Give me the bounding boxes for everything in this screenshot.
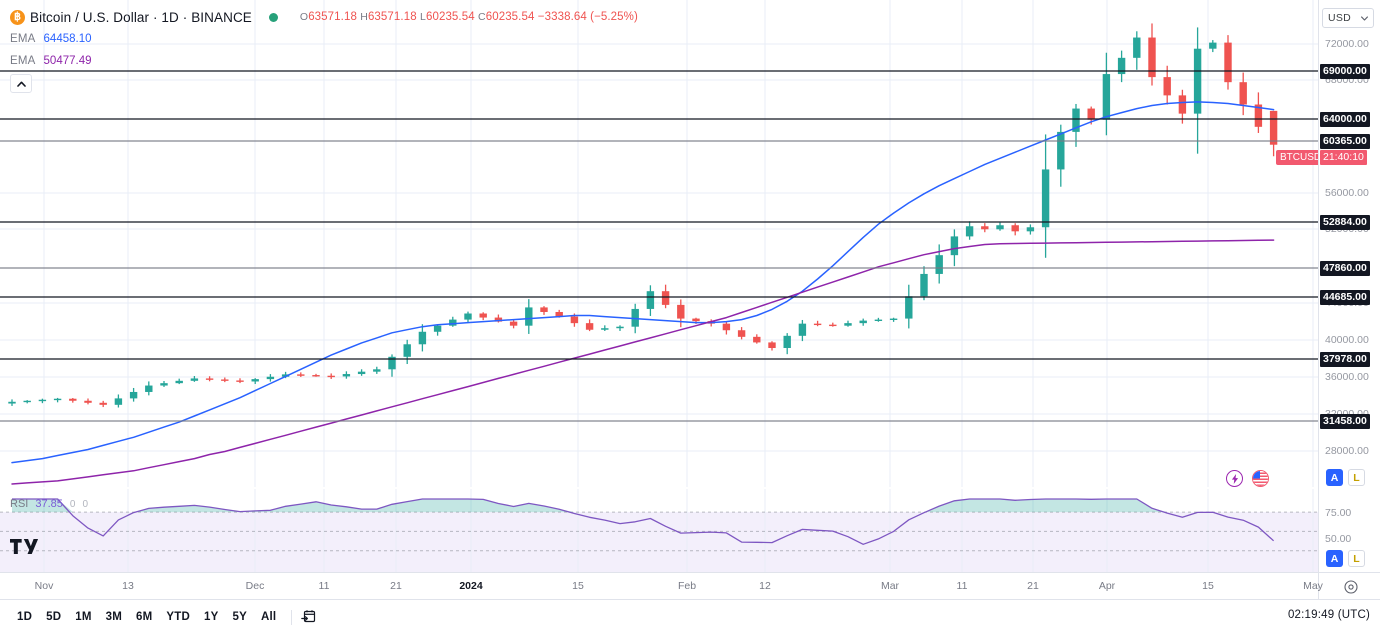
time-axis-tick: 21	[390, 580, 402, 592]
price-axis[interactable]: 72000.0068000.0064000.0056000.0052000.00…	[1318, 0, 1380, 572]
tradingview-logo	[10, 538, 40, 560]
time-axis-tick: 11	[318, 580, 330, 592]
timeframe-3m[interactable]: 3M	[105, 611, 122, 623]
time-axis-tick: 21	[1027, 580, 1039, 592]
time-axis-divider	[1318, 573, 1319, 601]
rsi-legend: RSI 37.85 0 0	[10, 498, 88, 510]
time-axis-tick: Mar	[880, 580, 900, 592]
last-price-countdown: 21:40:10	[1320, 150, 1367, 165]
price-level-label[interactable]: 69000.00	[1320, 64, 1370, 79]
rsi-auto-scale-button[interactable]: A	[1326, 550, 1343, 567]
rsi-axis-tick: 50.00	[1325, 533, 1352, 545]
reset-chart-icon	[1344, 580, 1358, 594]
chevron-down-icon	[1361, 15, 1368, 21]
price-level-label[interactable]: 60365.00	[1320, 134, 1370, 149]
us-flag-badge[interactable]	[1252, 470, 1269, 487]
price-axis-tick: 36000.00	[1325, 371, 1369, 383]
price-axis-tick: 72000.00	[1325, 38, 1369, 50]
price-axis-tick: 56000.00	[1325, 187, 1369, 199]
timeframe-ytd[interactable]: YTD	[166, 611, 190, 623]
time-axis-tick: 13	[122, 580, 134, 592]
bottom-toolbar: 1D 5D 1M 3M 6M YTD 1Y 5Y All 02:19:49 (UTC)	[0, 600, 1380, 632]
rsi-log-scale-button[interactable]: L	[1348, 550, 1365, 567]
price-level-label[interactable]: 64000.00	[1320, 112, 1370, 127]
rsi-label: RSI	[10, 498, 29, 510]
price-level-label[interactable]: 44685.00	[1320, 290, 1370, 305]
currency-value: USD	[1328, 12, 1352, 24]
time-axis-tick: 2024	[459, 580, 483, 592]
timeframe-1y[interactable]: 1Y	[204, 611, 219, 623]
price-scale-buttons: A L	[1326, 469, 1365, 486]
timeframe-6m[interactable]: 6M	[136, 611, 153, 623]
currency-selector[interactable]: USD	[1322, 8, 1374, 28]
auto-scale-button[interactable]: A	[1326, 469, 1343, 486]
time-axis-tick: Apr	[1098, 580, 1116, 592]
rsi-scale-buttons: A L	[1326, 550, 1365, 567]
rsi-value: 37.85	[35, 498, 63, 510]
us-flag-icon	[1253, 471, 1268, 486]
time-axis-tick: 15	[1202, 580, 1214, 592]
rsi-extra-2: 0	[82, 498, 88, 510]
chevron-up-icon	[16, 81, 26, 87]
price-axis-tick: 28000.00	[1325, 445, 1369, 457]
timeframe-5d[interactable]: 5D	[46, 611, 62, 623]
chart-badges	[1226, 470, 1269, 487]
price-level-label[interactable]: 52884.00	[1320, 215, 1370, 230]
lightning-badge[interactable]	[1226, 470, 1243, 487]
collapse-legend-button[interactable]	[10, 74, 32, 93]
timeframe-all[interactable]: All	[260, 611, 277, 623]
time-axis-tick: Dec	[245, 580, 265, 592]
utc-clock: 02:19:49 (UTC)	[1287, 609, 1370, 621]
price-level-label[interactable]: 47860.00	[1320, 261, 1370, 276]
date-range-icon	[301, 610, 316, 623]
price-chart-pane[interactable]	[0, 0, 1318, 487]
time-axis-tick: 12	[759, 580, 771, 592]
rsi-chart-pane[interactable]	[0, 489, 1318, 572]
time-axis-tick: Nov	[34, 580, 54, 592]
price-level-label[interactable]: 37978.00	[1320, 352, 1370, 367]
log-scale-button[interactable]: L	[1348, 469, 1365, 486]
timeframe-1m[interactable]: 1M	[75, 611, 92, 623]
date-range-button[interactable]	[300, 608, 318, 626]
time-axis-tick: 15	[572, 580, 584, 592]
rsi-axis-tick: 75.00	[1325, 507, 1352, 519]
timeframe-1d[interactable]: 1D	[17, 611, 33, 623]
lightning-icon	[1231, 473, 1238, 484]
time-axis[interactable]: Nov 13 Dec 11 21 2024 15 Feb 12 Mar 11 21 Apr 15 May	[0, 572, 1380, 601]
time-axis-tick: Feb	[677, 580, 697, 592]
last-price-symbol-tag: BTCUSD	[1276, 150, 1326, 165]
timeframe-5y[interactable]: 5Y	[232, 611, 247, 623]
rsi-extra-1: 0	[69, 498, 76, 510]
price-axis-tick: 40000.00	[1325, 334, 1369, 346]
price-level-label[interactable]: 31458.00	[1320, 414, 1370, 429]
reset-chart-button[interactable]	[1342, 578, 1360, 596]
time-axis-tick: 11	[956, 580, 968, 592]
time-axis-tick: May	[1303, 580, 1323, 592]
toolbar-divider	[291, 609, 293, 625]
timeframe-buttons: 1D 5D 1M 3M 6M YTD 1Y 5Y All	[10, 608, 318, 626]
